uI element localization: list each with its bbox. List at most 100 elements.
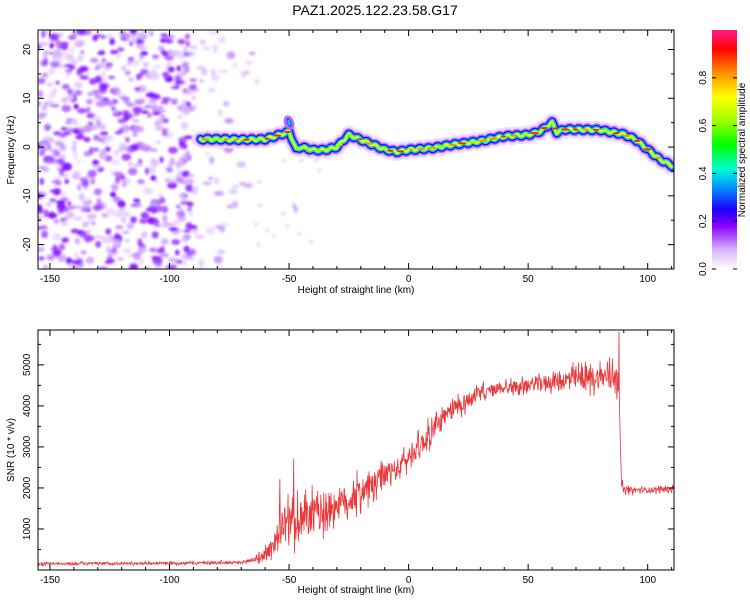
noise-blob (79, 75, 90, 80)
colorbar-tick-label: 0.8 (698, 70, 709, 84)
noise-blob (132, 129, 138, 138)
noise-blob (77, 183, 82, 191)
noise-blob (254, 222, 259, 226)
noise-blob (192, 104, 198, 109)
noise-blob (56, 158, 65, 165)
noise-blob (151, 255, 161, 261)
noise-blob (57, 207, 64, 215)
x-tick-label: 100 (639, 274, 656, 285)
noise-blob (137, 247, 147, 253)
hotspot (201, 138, 210, 141)
noise-blob (59, 169, 65, 177)
noise-blob (101, 237, 107, 243)
noise-blob (151, 231, 159, 239)
spectrogram-xlabel: Height of straight line (km) (298, 285, 415, 296)
noise-blob (282, 158, 286, 162)
noise-blob (175, 249, 180, 256)
noise-blob (71, 144, 77, 152)
noise-blob (74, 81, 83, 89)
noise-blob (60, 97, 69, 104)
noise-blob (115, 225, 124, 230)
spectrogram-heatmap (38, 30, 674, 269)
noise-blob (183, 65, 190, 73)
hotspot (478, 139, 488, 142)
noise-blob (176, 65, 182, 72)
hotspot (416, 147, 426, 151)
hotspot (560, 128, 570, 131)
noise-blob (128, 77, 134, 82)
noise-blob (213, 190, 224, 197)
noise-blob (94, 192, 102, 196)
noise-blob (165, 264, 172, 269)
noise-blob (195, 234, 205, 239)
noise-blob (211, 44, 220, 49)
noise-blob (217, 249, 226, 255)
noise-blob (244, 182, 253, 189)
noise-blob (112, 86, 122, 94)
noise-blob (132, 118, 139, 123)
hotspot (387, 149, 394, 152)
noise-blob (41, 72, 49, 78)
noise-blob (52, 249, 62, 257)
noise-blob (48, 68, 55, 75)
noise-blob (100, 131, 109, 136)
noise-blob (189, 84, 197, 90)
noise-blob (170, 86, 180, 90)
noise-blob (104, 146, 111, 153)
noise-blob (72, 170, 81, 175)
noise-blob (198, 265, 203, 269)
noise-blob (54, 50, 62, 59)
noise-blob (92, 164, 102, 169)
noise-blob (70, 264, 81, 269)
noise-blob (75, 30, 83, 35)
hotspot (253, 138, 260, 141)
noise-blob (68, 35, 77, 41)
x-tick-label: 0 (406, 575, 412, 586)
noise-blob (49, 42, 54, 49)
noise-blob (213, 48, 218, 53)
noise-blob (122, 248, 132, 254)
noise-blob (80, 250, 87, 255)
noise-blob (148, 98, 158, 105)
noise-blob (180, 194, 185, 201)
noise-blob (185, 184, 193, 192)
signal-ridge-layer-5 (199, 120, 673, 168)
noise-blob (137, 179, 145, 185)
noise-blob (150, 30, 155, 33)
noise-blob (39, 42, 49, 46)
hotspot (500, 135, 507, 138)
noise-blob (128, 167, 138, 176)
hotspot (426, 147, 437, 150)
noise-blob (110, 158, 121, 166)
colorbar-ticks: 0.0 0.2 0.4 0.6 0.8 (698, 70, 737, 276)
noise-blob (66, 127, 73, 134)
x-tick-label: 0 (406, 274, 412, 285)
noise-blob (95, 100, 106, 108)
noise-blob (218, 222, 229, 227)
noise-blob (66, 205, 76, 210)
noise-blob (189, 45, 198, 49)
noise-blob (54, 151, 61, 157)
noise-blob (249, 51, 256, 56)
hotspot (540, 127, 549, 130)
x-tick-label: 50 (523, 575, 535, 586)
noise-blob (317, 169, 322, 172)
noise-blob (285, 224, 290, 228)
noise-blob (38, 112, 48, 117)
noise-blob (93, 88, 100, 96)
noise-blob (244, 70, 250, 75)
noise-blob (132, 106, 142, 113)
noise-blob (161, 214, 168, 222)
noise-blob (49, 33, 60, 41)
noise-blob (202, 181, 212, 185)
noise-blob (47, 212, 58, 219)
noise-blob (140, 110, 149, 114)
hotspot (458, 142, 467, 145)
hotspot (613, 132, 621, 135)
hotspot (510, 134, 518, 137)
hotspot (623, 134, 631, 137)
hotspot (264, 137, 270, 140)
noise-blob (211, 68, 216, 77)
noise-blob (144, 104, 152, 109)
noise-blob (74, 216, 81, 222)
